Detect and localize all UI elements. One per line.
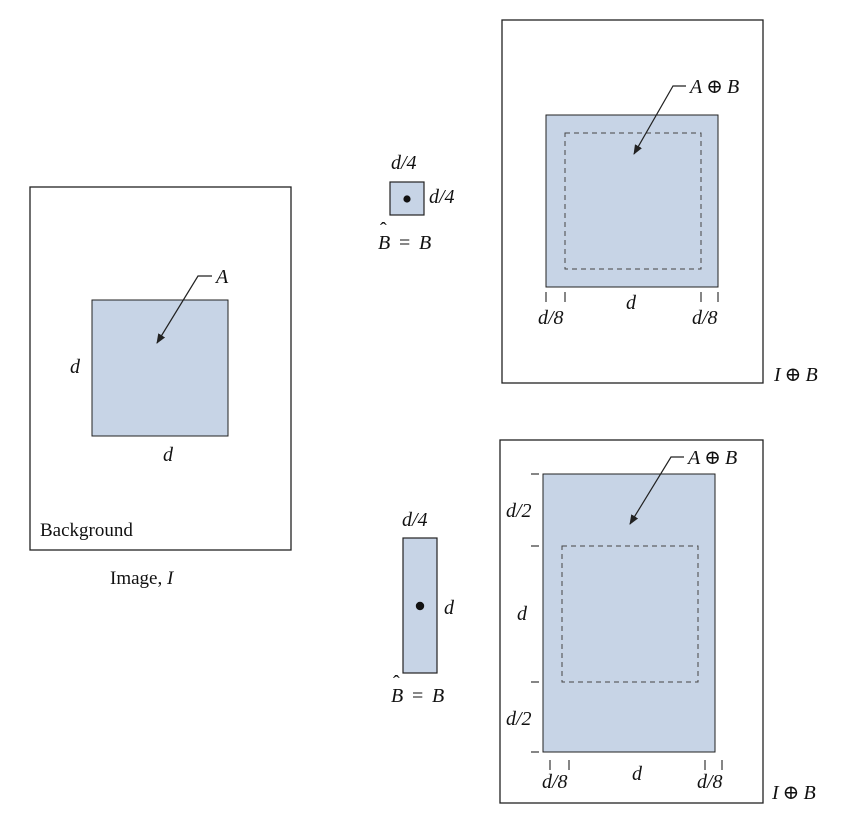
se-square-top-label: d/4: [391, 152, 417, 174]
set-a-square: [91, 299, 229, 437]
result-top-left-margin-label: d/8: [538, 307, 564, 329]
se-rect-top-label: d/4: [402, 509, 428, 531]
result-top-width-label: d: [626, 292, 637, 314]
image-frame: [29, 186, 292, 551]
background-label: Background: [40, 520, 133, 541]
set-a-pointer-arrow: [156, 275, 212, 344]
set-a-height-label: d: [70, 356, 81, 378]
dilated-set-bottom-label: A ⊕ B: [686, 447, 737, 469]
hat-glyph: ˆ: [380, 219, 387, 241]
svg-text:=: =: [399, 232, 410, 254]
original-set-outline-top: [564, 132, 702, 270]
result-bottom-bottom-margin-label: d/2: [506, 708, 532, 730]
svg-text:B: B: [391, 685, 403, 707]
set-a-label: A: [214, 266, 229, 288]
result-bottom-height-ticks: [531, 473, 539, 753]
se-square: d/4 d/4 B ˆ = B: [378, 152, 455, 254]
se-square-caption: B ˆ = B: [378, 219, 431, 254]
se-square-side-label: d/4: [429, 186, 455, 208]
result-bottom-height-label: d: [517, 603, 528, 625]
dilated-set-top-pointer-arrow: [633, 85, 686, 155]
result-bottom-width-ticks: [549, 760, 723, 770]
dilated-set-top-label: A ⊕ B: [688, 76, 739, 98]
result-bottom-caption: I ⊕ B: [771, 782, 816, 804]
result-bottom-panel: A ⊕ B d/2 d d/2 d/8 d d/8 I ⊕ B: [499, 439, 816, 804]
se-rect: d/4 d B ˆ = B: [391, 509, 455, 707]
svg-text:B: B: [419, 232, 431, 254]
result-bottom-frame: [499, 439, 764, 804]
dilated-set-top: [545, 114, 719, 288]
svg-text:B: B: [378, 232, 390, 254]
svg-text:B: B: [432, 685, 444, 707]
image-panel: A d d Background Image, I: [29, 186, 292, 589]
result-top-panel: A ⊕ B d/8 d d/8 I ⊕ B: [501, 19, 818, 386]
set-a-width-label: d: [163, 444, 174, 466]
se-rect-side-label: d: [444, 597, 455, 619]
result-bottom-top-margin-label: d/2: [506, 500, 532, 522]
hat-glyph: ˆ: [393, 672, 400, 694]
original-set-outline-bottom: [561, 545, 699, 683]
image-caption: Image, I: [110, 568, 175, 589]
result-bottom-left-margin-label: d/8: [542, 771, 568, 793]
dilated-set-bottom-pointer-arrow: [629, 456, 684, 525]
svg-text:=: =: [412, 685, 423, 707]
se-rect-origin-dot: [415, 601, 425, 611]
result-top-width-ticks: [545, 292, 719, 302]
se-square-origin-dot: [403, 195, 411, 203]
result-top-frame: [501, 19, 764, 384]
result-bottom-width-label: d: [632, 763, 643, 785]
result-top-caption: I ⊕ B: [773, 364, 818, 386]
result-top-right-margin-label: d/8: [692, 307, 718, 329]
dilated-set-bottom: [542, 473, 716, 753]
result-bottom-right-margin-label: d/8: [697, 771, 723, 793]
se-rect-caption: B ˆ = B: [391, 672, 444, 707]
